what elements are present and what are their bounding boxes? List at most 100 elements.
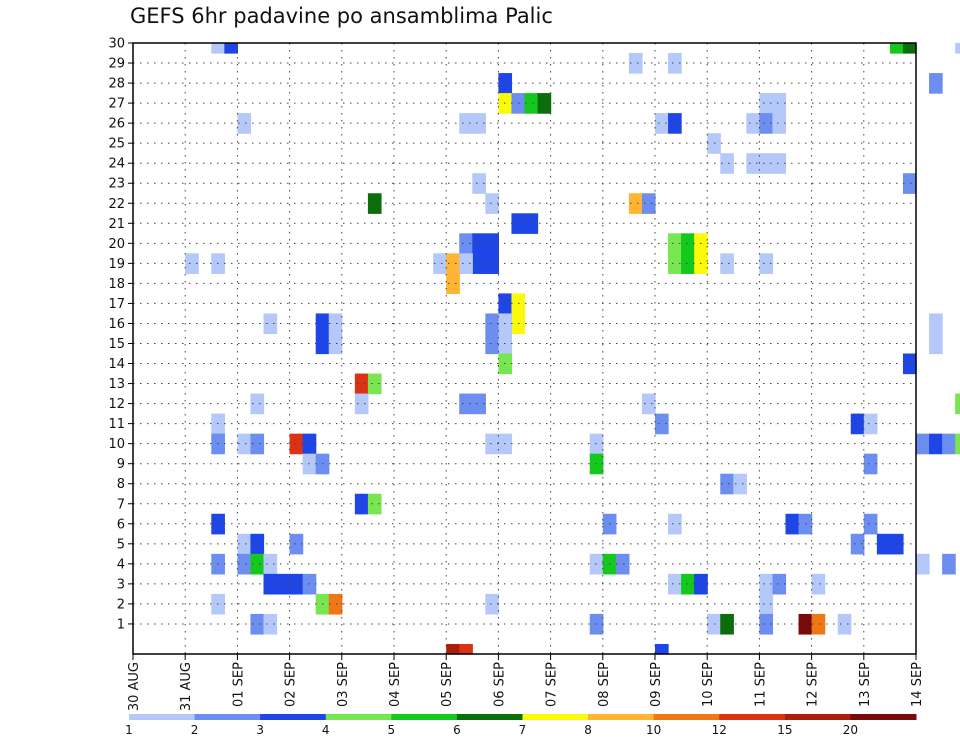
x-tick-label: 05 SEP — [440, 662, 455, 707]
legend-swatch — [588, 714, 655, 720]
heatmap-cell — [759, 613, 774, 635]
y-tick-label: 29 — [108, 57, 125, 72]
heatmap-cell — [354, 493, 369, 515]
heatmap-cell — [668, 513, 682, 535]
heatmap-cell — [668, 233, 682, 254]
heatmap-cell — [367, 493, 382, 515]
heatmap-cell — [759, 153, 774, 174]
heatmap-cell — [837, 613, 852, 635]
heatmap-cell — [485, 253, 499, 274]
heatmap-cell — [263, 613, 278, 635]
heatmap-cell — [485, 333, 499, 355]
heatmap-cell — [863, 453, 878, 475]
heatmap-cell — [237, 533, 252, 555]
y-tick-label: 22 — [108, 197, 125, 212]
legend-label: 2 — [191, 723, 199, 737]
heatmap-cell — [942, 433, 956, 455]
heatmap-cell — [485, 593, 499, 615]
heatmap-cell — [929, 73, 943, 94]
heatmap-cell — [250, 433, 265, 455]
x-tick-label: 01 SEP — [231, 662, 246, 707]
heatmap-cell — [615, 553, 630, 575]
heatmap-cell — [929, 333, 943, 355]
heatmap-cell — [459, 643, 473, 655]
heatmap-cell — [772, 153, 787, 174]
heatmap-cell — [929, 313, 943, 335]
heatmap-cell — [655, 113, 669, 134]
heatmap-cell — [681, 233, 695, 254]
y-tick-label: 7 — [117, 497, 125, 512]
legend-swatch — [325, 714, 392, 720]
legend-swatch — [850, 714, 917, 720]
heatmap-cell — [655, 413, 669, 435]
heatmap-cell — [589, 613, 604, 635]
heatmap-cell — [589, 433, 604, 455]
x-tick-label: 31 AUG — [179, 662, 194, 711]
y-tick-label: 3 — [117, 577, 125, 592]
heatmap-cell — [733, 473, 747, 495]
legend-label: 5 — [388, 723, 396, 737]
x-tick-label: 02 SEP — [284, 662, 299, 707]
heatmap-cell — [276, 573, 291, 595]
heatmap-cell — [929, 433, 943, 455]
heatmap-cell — [811, 613, 826, 635]
y-tick-label: 6 — [117, 517, 125, 532]
heatmap-cell — [354, 393, 369, 415]
heatmap-cell — [354, 373, 369, 395]
heatmap-cell — [876, 533, 891, 555]
heatmap-cell — [916, 553, 930, 575]
heatmap-cell — [211, 43, 225, 54]
heatmap-cell — [850, 533, 865, 555]
x-axis: 30 AUG 31 AUG 01 SEP 02 SEP 03 SEP 04 SEP 05 S… — [127, 654, 925, 711]
heatmap-cell — [250, 553, 265, 575]
heatmap-cell — [250, 393, 265, 415]
heatmap-cell — [446, 253, 460, 274]
heatmap-cell — [328, 593, 343, 615]
heatmap-cell — [720, 613, 734, 635]
legend-swatch — [129, 714, 196, 720]
heatmap-cell — [655, 643, 669, 655]
heatmap-cell — [237, 113, 252, 134]
heatmap-cell — [863, 413, 878, 435]
legend-label: 6 — [453, 723, 461, 737]
heatmap-cell — [289, 433, 304, 455]
legend-label: 4 — [322, 723, 330, 737]
legend-label: 15 — [777, 723, 792, 737]
y-tick-label: 21 — [108, 217, 125, 232]
y-tick-label: 25 — [108, 137, 125, 152]
legend-swatch — [391, 714, 458, 720]
heatmap-cell — [459, 113, 473, 134]
y-tick-label: 12 — [108, 397, 125, 412]
x-tick-label: 12 SEP — [806, 662, 821, 707]
heatmap-cell — [641, 393, 656, 415]
heatmap-cell — [746, 113, 760, 134]
heatmap-cell — [328, 333, 343, 355]
heatmap-cell — [720, 473, 734, 495]
y-tick-label: 13 — [108, 377, 125, 392]
y-tick-label: 8 — [117, 477, 125, 492]
heatmap-cell — [850, 413, 865, 435]
plot-grid — [133, 42, 916, 654]
heatmap-cell — [289, 533, 304, 555]
y-tick-label: 19 — [108, 257, 125, 272]
heatmap-cell — [263, 573, 278, 595]
heatmap-cell — [485, 233, 499, 254]
heatmap-cell — [472, 393, 486, 415]
y-tick-label: 27 — [108, 97, 125, 112]
heatmap-cell — [902, 353, 917, 375]
heatmap-cell — [472, 173, 486, 194]
heatmap-cell — [485, 433, 499, 455]
heatmap-cell — [472, 253, 486, 274]
legend-swatch — [522, 714, 589, 720]
heatmap-cell — [746, 153, 760, 174]
heatmap-cell — [668, 573, 682, 595]
heatmap-cell — [759, 573, 774, 595]
heatmap-cell — [942, 553, 956, 575]
legend-label: 1 — [125, 723, 133, 737]
heatmap-cell — [485, 313, 499, 335]
heatmap-cell — [537, 93, 552, 114]
heatmap-cell — [472, 113, 486, 134]
y-tick-label: 5 — [117, 537, 125, 552]
chart-title: GEFS 6hr padavine po ansamblima Palic — [130, 4, 553, 28]
heatmap-cell — [641, 193, 656, 214]
